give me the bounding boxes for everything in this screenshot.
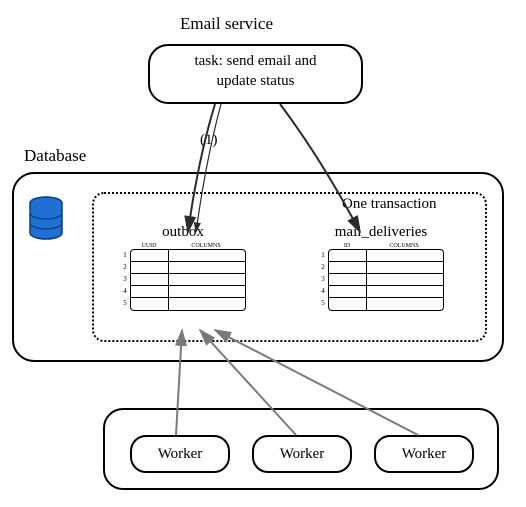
database-icon (28, 196, 64, 240)
table-row (329, 250, 443, 262)
email-service-label: Email service (180, 14, 273, 34)
table-row (131, 298, 245, 310)
database-label: Database (24, 146, 86, 166)
table-row (329, 286, 443, 298)
worker-3-box: Worker (374, 435, 474, 473)
one-transaction-label: One transaction (342, 196, 437, 213)
outbox-table: outbox UUID COLUMNS 1 2 3 4 5 (120, 224, 246, 311)
table-row (131, 286, 245, 298)
table-row (329, 262, 443, 274)
row-number: 1 (318, 249, 328, 261)
row-number: 3 (318, 273, 328, 285)
task-line1: task: send email and (150, 52, 361, 72)
step-1-label: (1) (200, 132, 218, 149)
deliveries-grid (328, 249, 444, 311)
worker-1-label: Worker (158, 446, 203, 463)
table-row (131, 274, 245, 286)
task-box: task: send email and update status (148, 44, 363, 104)
row-number: 4 (318, 285, 328, 297)
row-number: 5 (318, 297, 328, 309)
row-number: 2 (120, 261, 130, 273)
row-number: 4 (120, 285, 130, 297)
deliveries-title: mail_deliveries (318, 224, 444, 241)
row-number: 1 (120, 249, 130, 261)
table-row (131, 250, 245, 262)
worker-3-label: Worker (402, 446, 447, 463)
table-row (329, 274, 443, 286)
table-row (329, 298, 443, 310)
row-number: 3 (120, 273, 130, 285)
outbox-title: outbox (120, 224, 246, 241)
outbox-grid (130, 249, 246, 311)
row-number: 2 (318, 261, 328, 273)
worker-2-label: Worker (280, 446, 325, 463)
task-line2: update status (150, 72, 361, 92)
row-number: 5 (120, 297, 130, 309)
worker-2-box: Worker (252, 435, 352, 473)
deliveries-table: mail_deliveries ID COLUMNS 1 2 3 4 5 (318, 224, 444, 311)
worker-1-box: Worker (130, 435, 230, 473)
table-row (131, 262, 245, 274)
